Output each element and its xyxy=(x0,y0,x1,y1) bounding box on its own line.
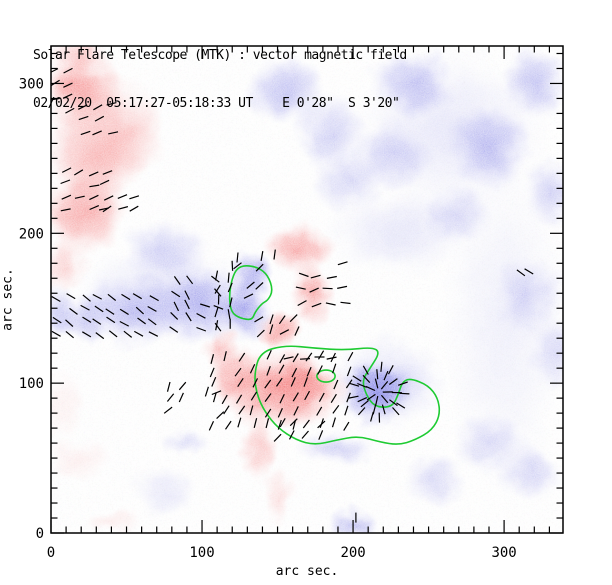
svg-text:0: 0 xyxy=(36,526,44,542)
plot-subtitle: 02/02/20 05:17:27-05:18:33 UT E 0'28" S … xyxy=(33,96,400,111)
svg-text:200: 200 xyxy=(340,545,365,561)
svg-text:300: 300 xyxy=(491,545,516,561)
svg-text:300: 300 xyxy=(19,77,44,93)
x-axis-label: arc sec. xyxy=(275,564,339,579)
color-noise-overlay xyxy=(52,47,562,532)
tick-labels: 0 100 200 300 0 100 200 300 xyxy=(19,77,517,562)
plot-title: Solar Flare Telescope (MTK) : vector mag… xyxy=(33,48,407,63)
svg-text:200: 200 xyxy=(19,226,44,242)
svg-text:100: 100 xyxy=(189,545,214,561)
svg-text:0: 0 xyxy=(47,545,55,561)
title-block: Solar Flare Telescope (MTK) : vector mag… xyxy=(33,16,407,144)
svg-text:100: 100 xyxy=(19,376,44,392)
flare-contours xyxy=(228,265,441,445)
y-axis-label: arc sec. xyxy=(0,268,16,331)
vector-field xyxy=(51,67,534,523)
axes-frame xyxy=(50,45,564,534)
